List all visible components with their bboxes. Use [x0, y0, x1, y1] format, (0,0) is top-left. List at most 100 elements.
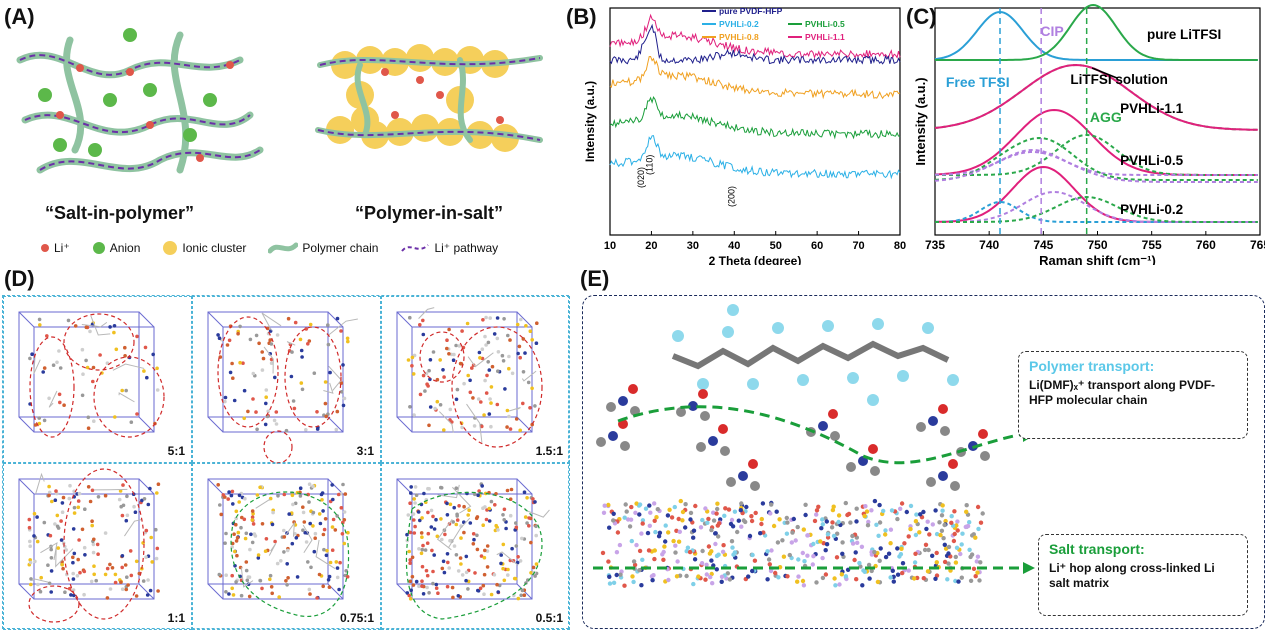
- xrd-legend-label-0: pure PVDF-HFP: [719, 6, 783, 16]
- md-snapshot-cell: 0.75:1: [192, 463, 381, 630]
- salt-transport-callout: Salt transport: Li⁺ hop along cross-link…: [1038, 534, 1248, 616]
- legend-anion-label: Anion: [109, 241, 141, 255]
- panel-a-legend: Li⁺ Anion Ionic cluster Polymer chain Li…: [40, 240, 498, 256]
- md-snapshot-render: [396, 478, 550, 620]
- transport-mechanism-box: Polymer transport: Li(DMF)ₓ⁺ transport a…: [582, 295, 1265, 629]
- md-ratio-label: 1:1: [167, 611, 185, 625]
- polymer-transport-body: Li(DMF)ₓ⁺ transport along PVDF-HFP molec…: [1029, 378, 1216, 407]
- legend-ionic-cluster: Ionic cluster: [162, 240, 246, 256]
- xrd-legend-label-4: PVHLi-1.1: [805, 32, 845, 42]
- raman-series-label-1: LiTFSI solution: [1070, 72, 1168, 87]
- legend-polymer-chain: Polymer chain: [268, 240, 378, 256]
- raman-x-tick-label: 760: [1196, 238, 1216, 252]
- raman-x-tick-label: 765: [1250, 238, 1265, 252]
- panel-a-letter: (A): [4, 4, 35, 29]
- xrd-x-tick-label: 30: [687, 240, 699, 252]
- xrd-series-4: [609, 13, 901, 60]
- xrd-annot-110: (110): [644, 155, 654, 175]
- xrd-x-tick-label: 60: [811, 240, 823, 252]
- xrd-series-1: [609, 135, 901, 180]
- md-ratio-label: 0.5:1: [535, 611, 563, 625]
- polymer-in-salt-diagram: [315, 44, 543, 152]
- xrd-legend-label-2: PVHLi-0.5: [805, 19, 845, 29]
- xrd-legend-label-3: PVHLi-0.8: [719, 32, 759, 42]
- raman-pvhli-05-cip: [934, 151, 1258, 183]
- md-snapshot-cell: 1.5:1: [381, 296, 570, 463]
- raman-pvhli-05: [935, 136, 1258, 181]
- xrd-x-tick-label: 70: [852, 240, 864, 252]
- xrd-series-0: [609, 23, 901, 65]
- xrd-series-3: [609, 55, 901, 100]
- md-ratio-label: 3:1: [356, 444, 374, 458]
- dmf-molecules: [596, 384, 990, 491]
- raman-annot-free: Free TFSI: [946, 74, 1010, 90]
- transport-molecules: [593, 304, 1035, 588]
- polymer-transport-path: [617, 405, 1024, 465]
- salt-transport-title: Salt transport:: [1049, 541, 1145, 557]
- raman-x-tick-label: 750: [1087, 238, 1107, 252]
- raman-pvhli-11-agg: [935, 133, 1258, 176]
- xrd-x-axis-label: 2 Theta (degree): [709, 254, 802, 265]
- raman-x-tick-label: 755: [1142, 238, 1162, 252]
- md-snapshot-render: [396, 307, 543, 448]
- xrd-series-2: [609, 96, 901, 140]
- md-snapshot-render: [207, 311, 358, 464]
- raman-pvhli-02-cip: [935, 190, 1258, 223]
- raman-x-tick-label: 735: [925, 238, 945, 252]
- raman-annot-cip: CIP: [1040, 23, 1063, 39]
- md-snapshot-render: [18, 311, 165, 438]
- raman-x-axis-label: Raman shift (cm⁻¹): [1039, 253, 1156, 265]
- raman-x-tick-label: 745: [1033, 238, 1053, 252]
- legend-li: Li⁺: [40, 240, 70, 256]
- md-ratio-label: 0.75:1: [339, 611, 374, 625]
- md-snapshot-cell: 5:1: [3, 296, 192, 463]
- raman-y-axis-label: Intensity (a.u.): [915, 77, 928, 165]
- raman-series-label-0: pure LiTFSI: [1147, 27, 1221, 42]
- raman-x-tick-label: 740: [979, 238, 999, 252]
- panel-b-letter: (B): [566, 4, 597, 29]
- md-snapshot-render: [18, 468, 161, 623]
- raman-series-label-4: PVHLi-0.2: [1120, 202, 1183, 217]
- pvdf-hfp-chain: [671, 304, 959, 406]
- raman-pure-litfsi-agg: [935, 3, 1258, 61]
- raman-series-label-3: PVHLi-0.5: [1120, 153, 1184, 168]
- raman-chart: 735 740 745 750 755 760 765 Raman shift (cm⁻¹) I…: [915, 3, 1265, 265]
- md-snapshot-grid: 5:1 3:1 1.5:1 1:1 0.75:1 0.5:1: [2, 295, 570, 630]
- xrd-chart: 10 20 30 40 50 60 70 80 2 Theta (degree) Intensit…: [583, 6, 906, 265]
- polymer-in-salt-label: “Polymer-in-salt”: [355, 203, 504, 223]
- md-snapshot-cell: 3:1: [192, 296, 381, 464]
- xrd-annot-020: (020): [636, 167, 646, 188]
- xrd-legend-label-1: PVHLi-0.2: [719, 19, 759, 29]
- raman-pvhli-02-free: [935, 200, 1258, 223]
- salt-transport-body: Li⁺ hop along cross-linked Li salt matri…: [1049, 561, 1215, 590]
- legend-li-label: Li⁺: [54, 241, 70, 255]
- xrd-annot-200: (200): [726, 186, 736, 207]
- raman-series-label-2: PVHLi-1.1: [1120, 101, 1184, 116]
- raman-solution-arrow: [1091, 67, 1118, 79]
- raman-annot-agg: AGG: [1090, 109, 1122, 125]
- xrd-x-tick-label: 20: [645, 240, 657, 252]
- polymer-transport-callout: Polymer transport: Li(DMF)ₓ⁺ transport a…: [1018, 351, 1248, 439]
- md-snapshot-cell: 0.5:1: [381, 463, 570, 630]
- salt-in-polymer-diagram: [16, 28, 264, 174]
- xrd-x-tick-label: 10: [604, 240, 616, 252]
- legend-anion: Anion: [92, 240, 141, 256]
- xrd-x-tick-label: 50: [770, 240, 782, 252]
- panel-e-letter: (E): [580, 266, 610, 291]
- legend-polymer-chain-label: Polymer chain: [302, 241, 379, 255]
- salt-in-polymer-label: “Salt-in-polymer”: [45, 203, 195, 223]
- md-snapshot-render: [207, 478, 350, 618]
- legend-li-pathway-label: Li⁺ pathway: [434, 241, 499, 255]
- raman-pvhli-11-cip: [935, 148, 1258, 176]
- li-salt-matrix: [600, 498, 985, 588]
- xrd-x-tick-label: 40: [728, 240, 740, 252]
- legend-li-pathway: Li⁺ pathway: [400, 240, 498, 256]
- polymer-transport-title: Polymer transport:: [1029, 358, 1155, 374]
- panel-a-schematics: [16, 28, 543, 174]
- md-snapshot-cell: 1:1: [3, 463, 192, 630]
- panel-d-letter: (D): [4, 266, 35, 291]
- xrd-x-tick-label: 80: [894, 240, 906, 252]
- panel-c-letter: (C): [906, 4, 937, 29]
- legend-ionic-cluster-label: Ionic cluster: [182, 241, 247, 255]
- md-ratio-label: 5:1: [167, 444, 185, 458]
